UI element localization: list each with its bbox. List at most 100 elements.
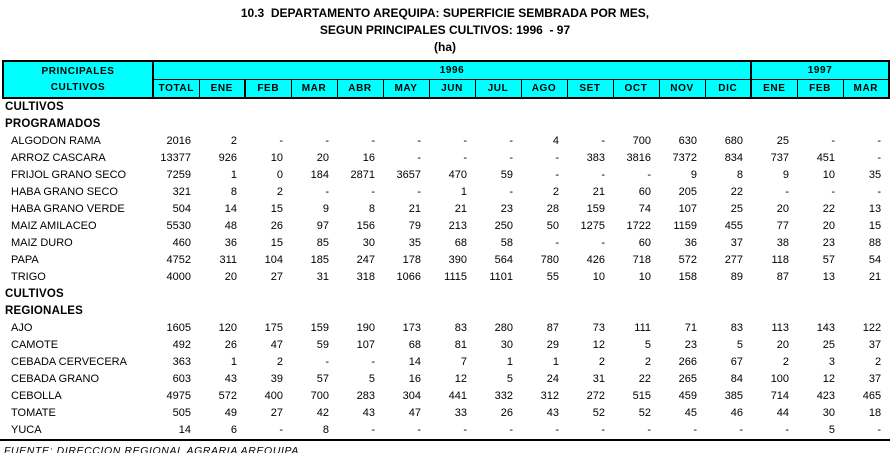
value-cell: 118 [771, 254, 790, 266]
value-cell: 332 [494, 390, 513, 402]
value-cell: 57 [822, 254, 836, 266]
table-row: PAPA 4752 311 104 185 247 178 390 564 780 426 718 57… [3, 252, 889, 269]
value-cell: 451 [816, 152, 836, 164]
value-cell: 2016 [166, 135, 191, 147]
value-cell: 504 [172, 203, 191, 215]
value-cell: 30 [362, 237, 375, 249]
value-cell: 37 [868, 339, 882, 351]
value-cell: 156 [356, 220, 375, 232]
value-cell: 2 [644, 356, 651, 368]
table-row: TRIGO 4000 20 27 31 318 1066 1115 1101 55 10 10 158 8… [3, 269, 889, 286]
value-cell: 21 [408, 203, 421, 215]
value-cell: 455 [724, 220, 744, 232]
value-cell: 12 [454, 373, 467, 385]
value-cell: 8 [230, 186, 237, 198]
section-header-row: CULTIVOS [3, 286, 889, 303]
row-header-principales-cultivos: PRINCIPALES CULTIVOS [2, 60, 154, 99]
value-cell: 7372 [672, 152, 697, 164]
value-cell: 20 [822, 220, 836, 232]
value-cell: 5 [736, 339, 744, 351]
value-cell: - [463, 135, 467, 147]
value-cell: - [509, 186, 513, 198]
value-cell: - [509, 152, 513, 164]
value-cell: 57 [316, 373, 329, 385]
value-cell: 266 [678, 356, 697, 368]
value-cell: 60 [638, 186, 651, 198]
value-cell: 21 [868, 271, 882, 283]
value-cell: 178 [402, 254, 421, 266]
section-header-row: PROGRAMADOS [3, 116, 889, 133]
value-cell: 74 [638, 203, 651, 215]
value-cell: 4975 [166, 390, 191, 402]
column-header-nov: NOV [658, 79, 706, 99]
table-title: 10.3 DEPARTAMENTO AREQUIPA: SUPERFICIE S… [0, 0, 890, 56]
value-cell: 9 [690, 169, 697, 181]
value-cell: 4752 [166, 254, 191, 266]
section-label: REGIONALES [5, 305, 84, 317]
value-cell: - [279, 135, 283, 147]
value-cell: - [601, 169, 605, 181]
crop-name: YUCA [11, 424, 42, 436]
value-cell: 363 [172, 356, 191, 368]
value-cell: 1722 [626, 220, 651, 232]
value-cell: - [831, 135, 836, 147]
value-cell: 9 [782, 169, 790, 181]
value-cell: - [739, 424, 744, 436]
value-cell: 564 [494, 254, 513, 266]
value-cell: 27 [270, 271, 283, 283]
value-cell: 4 [552, 135, 559, 147]
value-cell: 0 [276, 169, 283, 181]
value-cell: 85 [316, 237, 329, 249]
value-cell: - [647, 169, 651, 181]
value-cell: 37 [730, 237, 744, 249]
column-header-ene: ENE [198, 79, 246, 99]
value-cell: 20 [776, 203, 790, 215]
crop-name: CEBADA GRANO [11, 373, 100, 385]
value-cell: 33 [454, 407, 467, 419]
value-cell: 20 [316, 152, 329, 164]
value-cell: 3 [828, 356, 836, 368]
value-cell: 30 [822, 407, 836, 419]
value-cell: 43 [546, 407, 559, 419]
value-cell: 385 [724, 390, 744, 402]
value-cell: 79 [408, 220, 421, 232]
value-cell: 283 [356, 390, 375, 402]
value-cell: - [555, 169, 559, 181]
value-cell: 88 [868, 237, 882, 249]
value-cell: 630 [678, 135, 697, 147]
value-cell: 572 [678, 254, 697, 266]
crop-name: FRIJOL GRANO SECO [11, 169, 127, 181]
table-row: MAIZ AMILACEO 5530 48 26 97 156 79 213 250 50 1275… [3, 218, 889, 235]
value-cell: 470 [448, 169, 467, 181]
value-cell: 1 [230, 356, 237, 368]
value-cell: 58 [500, 237, 513, 249]
value-cell: 44 [776, 407, 790, 419]
value-cell: - [785, 186, 790, 198]
value-cell: 1 [506, 356, 513, 368]
value-cell: 1275 [580, 220, 605, 232]
title-line-2: SEGUN PRINCIPALES CULTIVOS: 1996 - 97 [319, 23, 571, 37]
value-cell: 175 [264, 322, 283, 334]
value-cell: 2 [230, 135, 237, 147]
value-cell: 173 [402, 322, 421, 334]
value-cell: 59 [316, 339, 329, 351]
value-cell: 31 [592, 373, 605, 385]
value-cell: 97 [316, 220, 329, 232]
value-cell: 441 [448, 390, 467, 402]
value-cell: 1101 [489, 271, 513, 283]
value-cell: - [647, 424, 651, 436]
value-cell: 2 [276, 186, 283, 198]
value-cell: 1605 [166, 322, 191, 334]
value-cell: 39 [270, 373, 283, 385]
value-cell: 113 [771, 322, 790, 334]
crop-name: HABA GRANO SECO [11, 186, 118, 198]
value-cell: - [463, 152, 467, 164]
year-header-1996: 1996 [152, 60, 753, 80]
value-cell: 15 [270, 203, 283, 215]
value-cell: 143 [816, 322, 836, 334]
value-cell: - [601, 424, 605, 436]
value-cell: 73 [592, 322, 605, 334]
value-cell: 22 [822, 203, 836, 215]
table-row: CAMOTE 492 26 47 59 107 68 81 30 29 12 5 23 5 20 25 37 [3, 337, 889, 354]
value-cell: - [325, 135, 329, 147]
